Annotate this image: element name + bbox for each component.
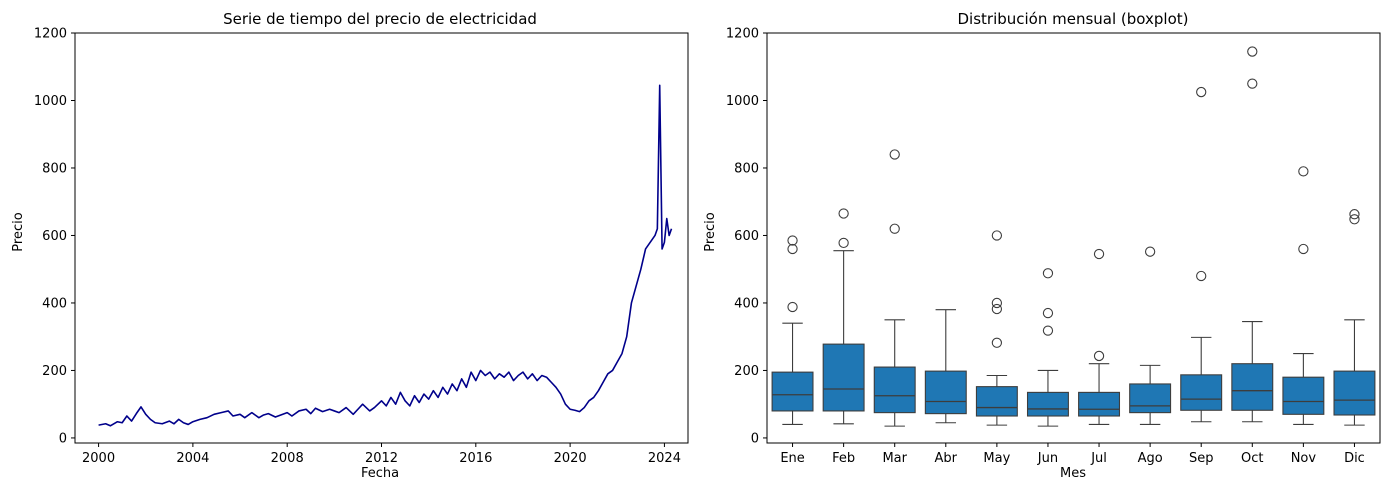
- y-tick-label: 1200: [34, 27, 67, 42]
- y-tick-label: 400: [734, 296, 759, 311]
- x-tick-label: 2008: [271, 451, 304, 466]
- time-series-chart: Serie de tiempo del precio de electricid…: [11, 10, 689, 481]
- x-tick-label: Jul: [1090, 451, 1107, 466]
- x-tick-label: Abr: [935, 451, 958, 466]
- axes-frame: [766, 32, 1381, 444]
- box-sep: [1180, 86, 1223, 423]
- boxplot-chart: Distribución mensual (boxplot) Mes Preci…: [703, 10, 1381, 481]
- x-tick-label: May: [983, 451, 1010, 466]
- outlier-point: [1144, 246, 1156, 257]
- y-tick-label: 400: [42, 296, 67, 311]
- y-axis-label: Precio: [11, 212, 26, 251]
- y-tick-label: 200: [42, 364, 67, 379]
- x-tick-label: 2004: [176, 451, 209, 466]
- outlier-point: [1196, 86, 1207, 98]
- x-tick-label: 2016: [459, 451, 492, 466]
- iqr-box: [975, 386, 1018, 417]
- outlier-point: [838, 237, 849, 249]
- iqr-box: [1282, 376, 1325, 415]
- x-tick-label: Ene: [780, 451, 804, 466]
- iqr-box: [873, 366, 916, 414]
- box-jun: [1026, 268, 1069, 427]
- iqr-box: [1333, 370, 1376, 416]
- x-axis-label: Fecha: [361, 466, 399, 481]
- box-dic: [1333, 209, 1376, 426]
- x-tick-label: Mar: [882, 451, 907, 466]
- y-tick-label: 1200: [726, 27, 759, 42]
- outlier-point: [838, 208, 849, 219]
- x-axis-label: Mes: [1060, 466, 1086, 481]
- outlier-point: [1042, 268, 1054, 279]
- iqr-box: [771, 371, 814, 412]
- y-tick-label: 600: [734, 229, 759, 244]
- x-tick-label: Feb: [832, 451, 855, 466]
- plot-area: 0 200 400 600 800 1000 1200 2000 2004 2008 2012 201…: [34, 27, 689, 466]
- y-tick-label: 0: [59, 431, 67, 446]
- outlier-point: [991, 337, 1003, 348]
- outlier-point: [787, 301, 798, 313]
- iqr-box: [822, 343, 865, 412]
- iqr-box: [1180, 374, 1223, 411]
- outlier-point: [1247, 78, 1258, 89]
- series-line: [98, 84, 673, 427]
- iqr-box: [1129, 383, 1172, 414]
- y-tick-label: 800: [42, 161, 67, 176]
- iqr-box: [924, 370, 967, 415]
- y-tick-label: 800: [734, 161, 759, 176]
- outlier-point: [1196, 270, 1207, 282]
- box-nov: [1282, 166, 1325, 425]
- x-tick-label: Sep: [1189, 451, 1214, 466]
- outlier-point: [1093, 350, 1105, 362]
- outlier-point: [1349, 209, 1360, 220]
- x-tick-label: 2000: [82, 451, 115, 466]
- outlier-point: [991, 230, 1003, 241]
- y-tick-label: 200: [734, 364, 759, 379]
- outlier-point: [1247, 46, 1258, 57]
- x-tick-label: Dic: [1344, 451, 1365, 466]
- box-abr: [924, 309, 967, 424]
- outlier-point: [889, 223, 900, 234]
- box-may: [975, 230, 1018, 426]
- box-feb: [822, 208, 865, 425]
- chart-title: Serie de tiempo del precio de electricid…: [223, 10, 537, 28]
- box-jul: [1078, 248, 1121, 425]
- outlier-point: [1042, 307, 1054, 319]
- x-tick-label: Oct: [1241, 451, 1263, 466]
- box-mar: [873, 149, 916, 427]
- x-tick-label: Nov: [1291, 451, 1317, 466]
- iqr-box: [1026, 391, 1069, 417]
- x-tick-label: 2012: [365, 451, 398, 466]
- outlier-point: [991, 303, 1003, 315]
- y-tick-label: 0: [751, 431, 759, 446]
- outlier-point: [1298, 166, 1309, 177]
- chart-title: Distribución mensual (boxplot): [957, 10, 1188, 28]
- y-tick-label: 600: [42, 229, 67, 244]
- x-tick-label: 2020: [554, 451, 587, 466]
- axes-frame: [74, 32, 689, 444]
- x-tick-label: 2024: [648, 451, 681, 466]
- x-tick-label: Ago: [1138, 451, 1163, 466]
- outlier-point: [991, 297, 1003, 309]
- y-tick-label: 1000: [726, 94, 759, 109]
- box-ene: [771, 235, 814, 425]
- outlier-point: [1349, 214, 1360, 225]
- box-oct: [1231, 46, 1274, 423]
- y-axis-label: Precio: [703, 212, 718, 251]
- iqr-box: [1078, 391, 1121, 417]
- outlier-point: [1298, 243, 1309, 255]
- box-ago: [1129, 246, 1172, 425]
- y-tick-label: 1000: [34, 94, 67, 109]
- outlier-point: [889, 149, 900, 160]
- outlier-point: [787, 243, 798, 255]
- iqr-box: [1231, 363, 1274, 411]
- outlier-point: [787, 235, 798, 246]
- outlier-point: [1042, 325, 1054, 336]
- outlier-point: [1093, 248, 1105, 260]
- x-tick-label: Jun: [1037, 451, 1058, 466]
- plot-area: 0 200 400 600 800 1000 1200 Ene Feb Mar Abr May Jun J…: [726, 27, 1381, 466]
